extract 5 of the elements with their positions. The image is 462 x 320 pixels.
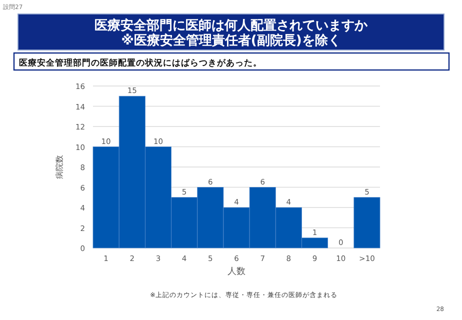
- y-axis-title: 病院数: [55, 155, 64, 179]
- bar: [354, 197, 380, 248]
- chart-subtitle: 医療安全管理部門の医師配置の状況にはばらつきがあった。: [19, 58, 262, 68]
- x-axis-title: 人数: [228, 266, 246, 277]
- chart-title: 医療安全部門に医師は何人配置されていますか ※医療安全管理責任者(副院長)を除く: [94, 18, 368, 48]
